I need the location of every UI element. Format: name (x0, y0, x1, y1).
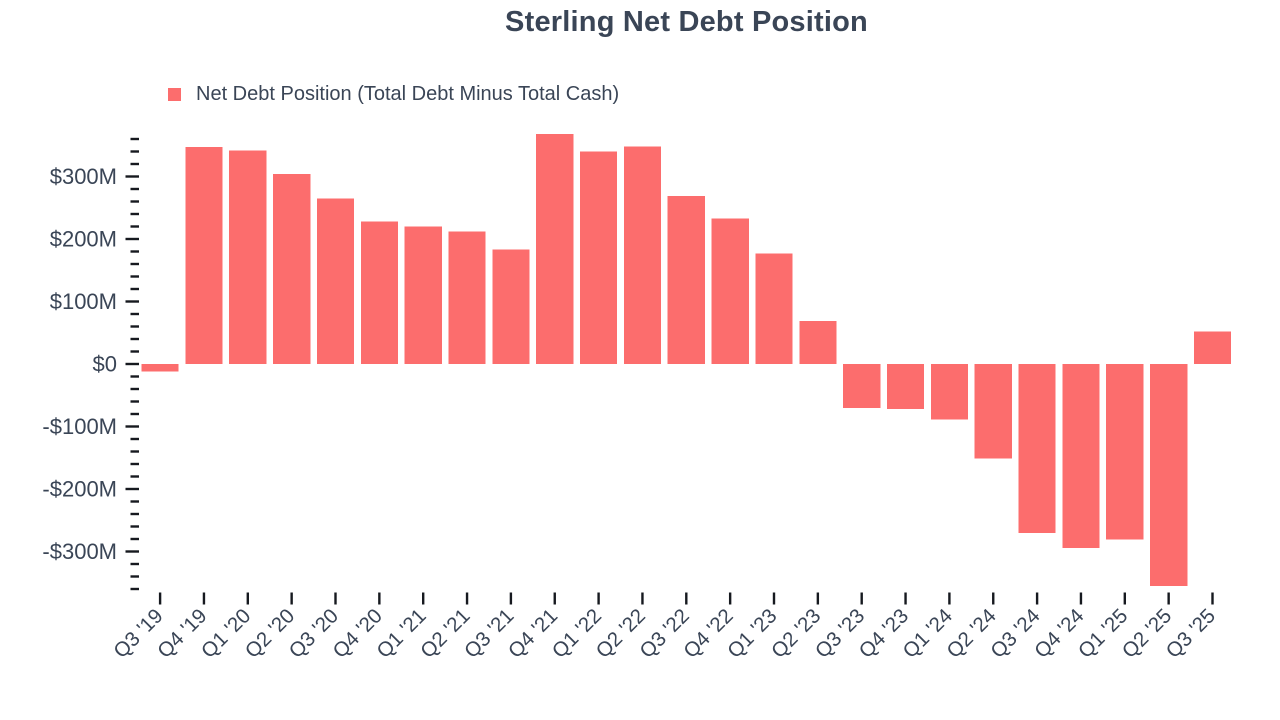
bar-Q3-20[interactable] (316, 198, 355, 364)
bar-Q1-22[interactable] (580, 151, 618, 365)
y-axis-label: -$200M (42, 476, 117, 501)
y-axis-label: $100M (50, 289, 117, 314)
bar-Q2-23[interactable] (799, 320, 837, 364)
bar-Q3-21[interactable] (492, 249, 530, 364)
x-axis-label: Q1 '20 (197, 604, 256, 663)
bar-Q3-25[interactable] (1193, 331, 1232, 365)
x-axis-label: Q1 '22 (548, 604, 607, 663)
bar-Q1-24[interactable] (930, 364, 968, 420)
y-axis-label: $200M (50, 226, 117, 251)
x-axis-label: Q2 '20 (241, 604, 300, 663)
x-axis-label: Q3 '23 (811, 604, 870, 663)
y-axis-label: -$300M (42, 539, 117, 564)
x-axis-label: Q4 '20 (328, 604, 387, 663)
bar-Q3-22[interactable] (667, 195, 705, 364)
bar-Q2-21[interactable] (448, 231, 486, 365)
bar-Q2-20[interactable] (273, 174, 311, 364)
bar-Q1-23[interactable] (755, 253, 793, 364)
chart-title: Sterling Net Debt Position (505, 6, 868, 38)
bar-Q1-25[interactable] (1106, 364, 1144, 540)
bar-Q4-21[interactable] (536, 134, 574, 364)
x-axis-label: Q2 '21 (416, 604, 475, 663)
x-axis-label: Q4 '23 (855, 604, 914, 663)
bar-Q2-22[interactable] (623, 146, 662, 365)
x-axis-label: Q3 '24 (986, 604, 1045, 663)
legend-swatch (168, 88, 181, 101)
x-axis-label: Q3 '22 (635, 604, 694, 663)
y-axis: $300M $200M $100M $0 -$100M -$200M -$300M (42, 137, 139, 591)
x-axis-label: Q1 '21 (372, 604, 431, 663)
y-axis-label: -$100M (42, 414, 117, 439)
bar-Q4-20[interactable] (360, 221, 398, 365)
bar-Q4-23[interactable] (886, 364, 925, 409)
x-axis-label: Q2 '22 (591, 604, 650, 663)
x-axis-label: Q4 '24 (1030, 604, 1089, 663)
legend: Net Debt Position (Total Debt Minus Tota… (168, 83, 619, 106)
x-axis-label: Q4 '22 (679, 604, 738, 663)
x-axis-label: Q3 '21 (460, 604, 519, 663)
bar-Q2-24[interactable] (974, 364, 1012, 459)
bar-Q4-22[interactable] (711, 218, 749, 364)
legend-label: Net Debt Position (Total Debt Minus Tota… (196, 83, 620, 105)
bar-Q4-24[interactable] (1062, 364, 1100, 548)
y-axis-label: $0 (93, 351, 117, 376)
x-axis-label: Q1 '25 (1074, 604, 1133, 663)
bars-group (141, 134, 1232, 586)
x-axis-label: Q1 '23 (723, 604, 782, 663)
bar-Q4-19[interactable] (185, 147, 223, 364)
x-axis-label: Q3 '20 (285, 604, 344, 663)
bar-Q2-25[interactable] (1150, 364, 1188, 586)
x-axis-label: Q4 '19 (153, 604, 212, 663)
bar-Q1-21[interactable] (404, 226, 442, 365)
x-axis-label: Q2 '23 (767, 604, 826, 663)
bar-Q3-24[interactable] (1018, 364, 1056, 533)
x-axis-label: Q3 '19 (109, 604, 168, 663)
bar-Q3-19[interactable] (141, 364, 179, 372)
x-axis-label: Q2 '24 (942, 604, 1001, 663)
x-axis-label: Q3 '25 (1162, 604, 1221, 663)
x-axis-label: Q1 '24 (898, 604, 957, 663)
y-axis-label: $300M (50, 164, 117, 189)
bar-Q3-23[interactable] (843, 364, 881, 408)
x-axis-label: Q4 '21 (504, 604, 563, 663)
x-axis-label: Q2 '25 (1118, 604, 1177, 663)
bar-Q1-20[interactable] (229, 150, 267, 364)
